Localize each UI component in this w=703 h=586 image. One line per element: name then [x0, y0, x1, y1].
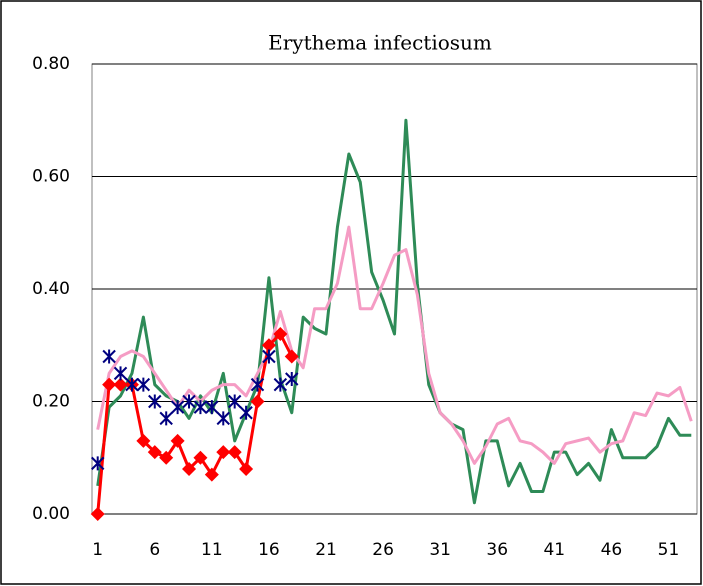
x-tick-label: 1: [92, 540, 103, 560]
x-tick-label: 16: [258, 540, 280, 560]
marker-diamond: [113, 377, 128, 392]
x-tick-label: 11: [201, 540, 223, 560]
marker-diamond: [250, 394, 265, 409]
marker-diamond: [193, 450, 208, 465]
marker-asterisk: [91, 456, 105, 471]
marker-diamond: [170, 433, 185, 448]
marker-asterisk: [159, 411, 173, 426]
marker-asterisk: [125, 377, 139, 392]
marker-diamond: [90, 507, 105, 521]
marker-asterisk: [239, 405, 253, 420]
y-tick-label: 0.60: [32, 167, 70, 187]
marker-asterisk: [205, 400, 219, 415]
marker-asterisk: [102, 349, 116, 364]
x-tick-label: 31: [429, 540, 451, 560]
marker-diamond: [273, 327, 288, 341]
y-tick-label: 0.80: [32, 54, 70, 74]
x-tick-label: 51: [658, 540, 680, 560]
marker-asterisk: [285, 372, 299, 386]
y-tick-label: 0.00: [32, 504, 70, 524]
marker-asterisk: [262, 349, 276, 364]
marker-asterisk: [170, 400, 185, 415]
marker-diamond: [216, 445, 231, 460]
marker-diamond: [227, 445, 242, 460]
x-tick-label: 6: [149, 540, 160, 560]
x-tick-label: 41: [543, 540, 565, 560]
marker-asterisk: [250, 377, 265, 392]
marker-asterisk: [273, 377, 288, 392]
chart-title: Erythema infectiosum: [268, 31, 492, 55]
marker-diamond: [182, 462, 197, 476]
marker-diamond: [204, 467, 219, 482]
marker-diamond: [284, 349, 299, 364]
marker-asterisk: [148, 394, 162, 409]
x-tick-label: 46: [601, 540, 623, 560]
marker-diamond: [102, 377, 117, 392]
marker-asterisk: [113, 366, 128, 381]
marker-diamond: [159, 450, 174, 465]
y-tick-label: 0.20: [32, 392, 70, 412]
x-tick-label: 26: [372, 540, 394, 560]
x-tick-label: 21: [315, 540, 337, 560]
marker-asterisk: [193, 400, 208, 415]
y-tick-label: 0.40: [32, 279, 70, 299]
marker-diamond: [261, 338, 276, 353]
marker-asterisk: [216, 411, 230, 426]
series-line: [96, 225, 693, 465]
marker-asterisk: [136, 377, 151, 392]
marker-diamond: [239, 462, 254, 476]
marker-diamond: [136, 433, 151, 448]
marker-asterisk: [227, 394, 242, 409]
marker-asterisk: [182, 394, 196, 409]
x-tick-label: 36: [486, 540, 508, 560]
marker-diamond: [147, 445, 162, 460]
